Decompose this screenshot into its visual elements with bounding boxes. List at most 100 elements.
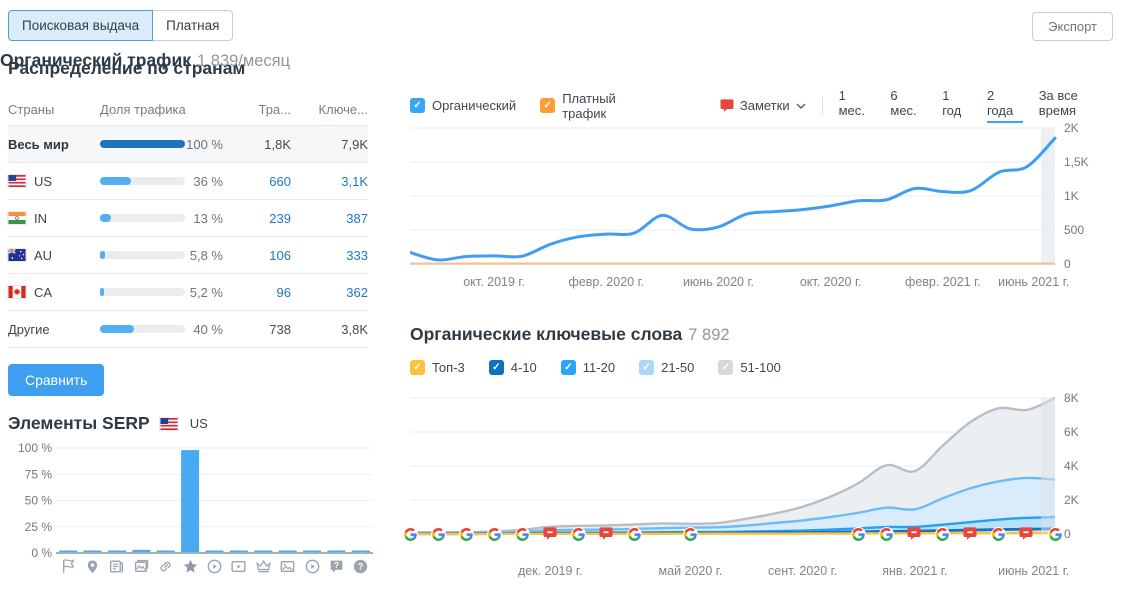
country-name: Другие xyxy=(8,321,50,337)
svg-text:0: 0 xyxy=(1064,527,1071,541)
x-tick: февр. 2021 г. xyxy=(905,275,981,289)
traffic-count[interactable]: 106 xyxy=(269,247,291,263)
range-1год[interactable]: 1 год xyxy=(942,88,962,118)
keywords-count[interactable]: 3,1K xyxy=(341,173,368,189)
country-row-in: IN 13 % 239 387 xyxy=(8,199,368,236)
country-name: AU xyxy=(8,248,100,263)
organic-traffic-chart[interactable]: 2K 1,5K 1K 500 0 xyxy=(410,120,1123,272)
range-1мес[interactable]: 1 мес. xyxy=(838,88,865,118)
svg-text:6K: 6K xyxy=(1064,425,1079,439)
legend-pos--3[interactable]: ✓ Топ-3 xyxy=(410,360,465,375)
legend-pos-51-100[interactable]: ✓ 51-100 xyxy=(718,360,781,375)
google-update-marker[interactable] xyxy=(430,527,446,542)
traffic-share-bar xyxy=(100,325,185,333)
traffic-share-bar xyxy=(100,251,185,259)
note-marker[interactable] xyxy=(907,527,921,540)
google-update-marker[interactable] xyxy=(991,527,1007,542)
serp-features-chart[interactable]: 100 % 75 % 50 % 25 % 0 % xyxy=(8,440,394,560)
countries-table-header: Страны Доля трафика Тра... Ключе... xyxy=(8,98,368,125)
google-update-marker[interactable] xyxy=(935,527,951,542)
note-marker[interactable] xyxy=(1019,527,1033,540)
compare-button[interactable]: Сравнить xyxy=(8,364,105,396)
chevron-down-icon xyxy=(796,102,806,109)
svg-text:?: ? xyxy=(358,561,364,571)
export-button[interactable]: Экспорт xyxy=(1032,12,1113,41)
people-also-ask-icon: ? xyxy=(352,558,369,575)
x-tick: дек. 2019 г. xyxy=(517,564,583,578)
keywords-count[interactable]: 362 xyxy=(346,284,368,300)
notes-dropdown[interactable]: Заметки xyxy=(720,98,806,113)
traffic-count: 1,8K xyxy=(264,136,291,152)
checkbox-icon: ✓ xyxy=(639,360,655,375)
traffic-count[interactable]: 96 xyxy=(276,284,291,300)
note-marker[interactable] xyxy=(963,527,977,540)
note-pin-icon xyxy=(720,99,734,112)
traffic-count[interactable]: 239 xyxy=(269,210,291,226)
google-update-marker[interactable] xyxy=(1047,527,1063,542)
us-flag-icon xyxy=(160,417,178,430)
svg-text:0 %: 0 % xyxy=(31,546,52,560)
keywords-count[interactable]: 333 xyxy=(346,247,368,263)
google-update-marker[interactable] xyxy=(486,527,502,542)
country-row-us: US 36 % 660 3,1K xyxy=(8,162,368,199)
legend-pos-11-20[interactable]: ✓ 11-20 xyxy=(560,360,615,375)
traffic-share-value: 5,2 % xyxy=(189,284,223,300)
svg-text:100 %: 100 % xyxy=(18,441,52,455)
x-tick: янв. 2021 г. xyxy=(882,564,948,578)
country-name: US xyxy=(8,174,100,189)
range-Завсевремя[interactable]: За все время xyxy=(1038,88,1078,118)
legend-paid[interactable]: ✓ Платный трафик xyxy=(540,91,656,121)
col-header-traffic: Тра... xyxy=(258,102,291,117)
google-update-marker[interactable] xyxy=(851,527,867,542)
au-flag-icon xyxy=(8,249,26,261)
time-range-switcher: 1 мес. 6 мес. 1 год 2 года За все время xyxy=(839,88,1116,123)
tab-organic-search[interactable]: Поисковая выдача xyxy=(8,10,154,41)
google-update-marker[interactable] xyxy=(682,527,698,542)
google-update-marker[interactable] xyxy=(879,527,895,542)
ca-flag-icon xyxy=(8,286,26,298)
x-tick: февр. 2020 г. xyxy=(568,275,645,289)
google-update-marker[interactable] xyxy=(514,527,530,542)
serp-feature-icons: ?? xyxy=(8,558,394,580)
us-flag-icon xyxy=(8,175,26,187)
google-update-marker[interactable] xyxy=(458,527,474,542)
svg-text:8K: 8K xyxy=(1064,392,1079,405)
country-row-au: AU 5,8 % 106 333 xyxy=(8,236,368,273)
x-tick: окт. 2019 г. xyxy=(463,275,525,289)
svg-text:0: 0 xyxy=(1064,257,1071,271)
svg-text:1,5K: 1,5K xyxy=(1064,155,1089,169)
country-name: IN xyxy=(8,211,100,226)
svg-text:1K: 1K xyxy=(1064,189,1079,203)
traffic-share-bar xyxy=(100,140,185,148)
country-name: Весь мир xyxy=(8,136,69,152)
svg-text:2K: 2K xyxy=(1064,493,1079,507)
range-2года[interactable]: 2 года xyxy=(986,88,1023,123)
traffic-share-value: 100 % xyxy=(186,136,223,152)
checkbox-icon: ✓ xyxy=(488,360,504,375)
organic-keywords-chart[interactable]: 8K 6K 4K 2K 0 xyxy=(402,392,1123,544)
svg-text:4K: 4K xyxy=(1064,459,1079,473)
featured-snippet-icon xyxy=(60,558,77,575)
video-carousel-icon xyxy=(304,558,321,575)
svg-text:75 %: 75 % xyxy=(25,467,53,481)
note-marker[interactable] xyxy=(599,527,613,540)
x-tick: окт. 2020 г. xyxy=(799,275,862,289)
keywords-chart-legend: ✓ Топ-3 ✓ 4-10 ✓ 11-20 ✓ 21-50 ✓ 51-100 xyxy=(410,360,805,375)
traffic-count[interactable]: 660 xyxy=(269,173,291,189)
tab-paid[interactable]: Платная xyxy=(153,10,234,41)
legend-pos-4-10[interactable]: ✓ 4-10 xyxy=(488,360,537,375)
google-update-marker[interactable] xyxy=(570,527,586,542)
legend-pos-21-50[interactable]: ✓ 21-50 xyxy=(639,360,694,375)
legend-organic[interactable]: ✓ Органический xyxy=(410,91,516,121)
google-update-marker[interactable] xyxy=(626,527,642,542)
checkbox-icon: ✓ xyxy=(540,98,556,113)
divider xyxy=(821,96,823,115)
svg-text:500: 500 xyxy=(1064,223,1084,237)
google-update-marker[interactable] xyxy=(402,527,418,542)
x-tick: сент. 2020 г. xyxy=(768,564,838,578)
note-marker[interactable] xyxy=(543,527,557,540)
range-6мес[interactable]: 6 мес. xyxy=(890,88,917,118)
keywords-count[interactable]: 387 xyxy=(346,210,368,226)
traffic-chart-controls: ✓ Органический ✓ Платный трафик Заметки 1 м… xyxy=(410,88,1116,123)
knowledge-panel-icon xyxy=(255,558,272,575)
